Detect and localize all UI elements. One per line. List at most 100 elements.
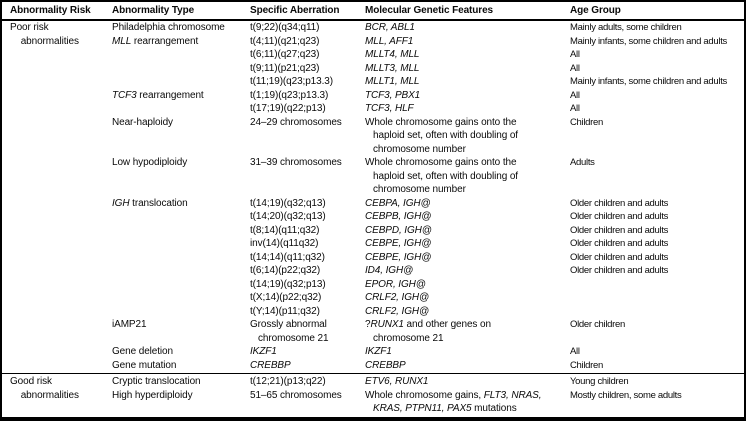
table-row: Gene mutation CREBBP CREBBP Children bbox=[10, 359, 744, 373]
table-cell: CEBPD, IGH@ bbox=[365, 224, 432, 236]
table-cell bbox=[10, 143, 112, 157]
table-cell: ?RUNX1 and other genes on bbox=[365, 319, 491, 330]
table-cell bbox=[10, 62, 112, 76]
table-cell: Grossly abnormal bbox=[250, 319, 327, 330]
table-cell: Whole chromosome gains onto the bbox=[365, 157, 517, 168]
table-row: t(9;11)(p21;q23) MLLT3, MLL All bbox=[10, 62, 744, 76]
table-cell: 24–29 chromosomes bbox=[250, 116, 342, 128]
table-cell: t(14;14)(q11;q32) bbox=[250, 251, 325, 263]
table-cell: All bbox=[570, 62, 580, 74]
table-cell bbox=[112, 183, 250, 197]
table-cell: Older children and adults bbox=[570, 238, 669, 249]
table-cell: CEBPE, IGH@ bbox=[365, 238, 432, 249]
table-cell: Children bbox=[570, 116, 603, 128]
table-row: abnormalities High hyperdiploidy 51–65 chr… bbox=[10, 389, 744, 403]
table-cell: All bbox=[570, 89, 580, 101]
table-cell: ETV6, RUNX1 bbox=[365, 376, 429, 387]
table-cell bbox=[10, 278, 112, 292]
table-row: haploid set, often with doubling of bbox=[10, 129, 744, 143]
table-cell: Whole chromosome gains, FLT3, NRAS, bbox=[365, 389, 542, 401]
table-cell bbox=[112, 237, 250, 251]
table-row: Near-haploidy 24–29 chromosomes Whole chro… bbox=[10, 116, 744, 130]
table-cell: t(12;21)(p13;q22) bbox=[250, 376, 326, 387]
table-cell bbox=[570, 305, 744, 319]
table-cell bbox=[10, 237, 112, 251]
column-header-abnormality-type: Abnormality Type bbox=[112, 5, 195, 16]
table-cell bbox=[112, 102, 250, 116]
table-cell bbox=[10, 224, 112, 238]
table-cell: CREBBP bbox=[250, 359, 291, 371]
table-cell bbox=[10, 291, 112, 305]
table-row: IGH translocation t(14;19)(q32;q13) CEBPA,… bbox=[10, 197, 744, 211]
table-cell: IGH translocation bbox=[112, 197, 188, 209]
table-cell: t(14;19)(q32;q13) bbox=[250, 197, 326, 209]
table-cell bbox=[570, 170, 744, 184]
table-cell: Mainly infants, some children and adults bbox=[570, 35, 727, 47]
table-row: inv(14)(q11q32) CEBPE, IGH@ Older children… bbox=[10, 237, 744, 251]
table-cell: haploid set, often with doubling of bbox=[365, 170, 518, 182]
table-cell bbox=[570, 143, 744, 157]
column-header-abnormality-risk: Abnormality Risk bbox=[10, 5, 91, 16]
table-cell: inv(14)(q11q32) bbox=[250, 238, 319, 249]
table-cell bbox=[10, 89, 112, 103]
table-row: Good risk Cryptic translocation t(12;21)(p… bbox=[10, 375, 744, 389]
table-cell: MLLT1, MLL bbox=[365, 76, 420, 87]
table-cell bbox=[250, 402, 365, 416]
table-cell: TCF3, HLF bbox=[365, 103, 414, 114]
table-cell bbox=[570, 129, 744, 143]
table-cell: Philadelphia chromosome bbox=[112, 22, 225, 33]
table-cell: CRLF2, IGH@ bbox=[365, 305, 430, 317]
table-row: t(11;19)(q23;p13.3) MLLT1, MLL Mainly infa… bbox=[10, 75, 744, 89]
table-cell: CEBPE, IGH@ bbox=[365, 251, 432, 263]
column-header-age-group: Age Group bbox=[570, 5, 621, 16]
table-cell bbox=[10, 359, 112, 373]
table-cell: Adults bbox=[570, 157, 595, 168]
table-cell: MLL rearrangement bbox=[112, 35, 199, 47]
table-cell: Older children and adults bbox=[570, 211, 669, 222]
table-cell: Whole chromosome gains onto the bbox=[365, 116, 517, 128]
table-cell: CREBBP bbox=[365, 359, 406, 371]
table-cell: abnormalities bbox=[10, 35, 79, 47]
table-cell: Cryptic translocation bbox=[112, 376, 201, 387]
column-header-specific-aberration: Specific Aberration bbox=[250, 5, 340, 16]
table-cell bbox=[250, 129, 365, 143]
table-cell: t(14;19)(q32;p13) bbox=[250, 278, 326, 290]
table-cell: chromosome number bbox=[365, 184, 466, 195]
table-cell: abnormalities bbox=[10, 389, 79, 401]
table-cell: All bbox=[570, 103, 580, 114]
table-row: t(X;14)(p22;q32) CRLF2, IGH@ bbox=[10, 291, 744, 305]
table-row: t(14;20)(q32;q13) CEBPB, IGH@ Older childr… bbox=[10, 210, 744, 224]
table-header-row: Abnormality Risk Abnormality Type Specif… bbox=[2, 2, 744, 21]
table-row: t(14;19)(q32;p13) EPOR, IGH@ bbox=[10, 278, 744, 292]
table-cell: All bbox=[570, 49, 580, 60]
table-cell: High hyperdiploidy bbox=[112, 389, 193, 401]
table-cell: Older children and adults bbox=[570, 251, 669, 263]
table-cell bbox=[10, 318, 112, 332]
table-cell: t(6;14)(p22;q32) bbox=[250, 265, 321, 276]
table-cell bbox=[10, 210, 112, 224]
table-cell bbox=[10, 102, 112, 116]
table-cell bbox=[112, 278, 250, 292]
table-cell bbox=[10, 48, 112, 62]
table-row: t(6;14)(p22;q32) ID4, IGH@ Older children … bbox=[10, 264, 744, 278]
table-cell: TCF3 rearrangement bbox=[112, 89, 204, 101]
table-cell: t(X;14)(p22;q32) bbox=[250, 292, 322, 303]
table-cell: t(Y;14)(p11;q32) bbox=[250, 305, 320, 317]
table-cell bbox=[570, 278, 744, 292]
table-cell bbox=[10, 129, 112, 143]
table-cell bbox=[10, 170, 112, 184]
table-cell bbox=[112, 170, 250, 184]
table-row: t(8;14)(q11;q32) CEBPD, IGH@ Older childre… bbox=[10, 224, 744, 238]
table-cell bbox=[10, 332, 112, 346]
table-row: TCF3 rearrangement t(1;19)(q23;p13.3) TCF3… bbox=[10, 89, 744, 103]
table-cell bbox=[10, 345, 112, 359]
table-row: iAMP21 Grossly abnormal ?RUNX1 and other g… bbox=[10, 318, 744, 332]
table-cell bbox=[112, 224, 250, 238]
table-row: chromosome 21 chromosome 21 bbox=[10, 332, 744, 346]
table-cell bbox=[10, 197, 112, 211]
table-cell: iAMP21 bbox=[112, 319, 147, 330]
table-cell: t(14;20)(q32;q13) bbox=[250, 211, 326, 222]
table-cell bbox=[250, 170, 365, 184]
table-cell bbox=[112, 210, 250, 224]
table-cell: Older children bbox=[570, 319, 625, 330]
